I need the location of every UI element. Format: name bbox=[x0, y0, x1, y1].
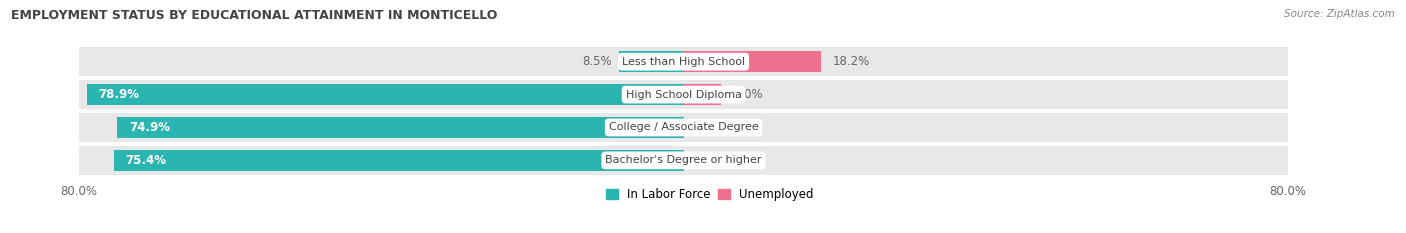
Text: 75.4%: 75.4% bbox=[125, 154, 166, 167]
Text: Bachelor's Degree or higher: Bachelor's Degree or higher bbox=[606, 155, 762, 165]
Text: High School Diploma: High School Diploma bbox=[626, 89, 741, 99]
Text: 0.0%: 0.0% bbox=[695, 154, 724, 167]
Text: 78.9%: 78.9% bbox=[98, 88, 139, 101]
Bar bbox=[619, 51, 683, 72]
Text: Less than High School: Less than High School bbox=[621, 57, 745, 67]
Bar bbox=[79, 146, 1288, 175]
Bar bbox=[683, 84, 721, 105]
Text: EMPLOYMENT STATUS BY EDUCATIONAL ATTAINMENT IN MONTICELLO: EMPLOYMENT STATUS BY EDUCATIONAL ATTAINM… bbox=[11, 9, 498, 22]
Text: College / Associate Degree: College / Associate Degree bbox=[609, 123, 758, 133]
Bar bbox=[683, 51, 821, 72]
Bar bbox=[79, 80, 1288, 109]
Text: 74.9%: 74.9% bbox=[129, 121, 170, 134]
Bar bbox=[79, 113, 1288, 142]
Text: 8.5%: 8.5% bbox=[582, 55, 612, 68]
Text: 18.2%: 18.2% bbox=[832, 55, 870, 68]
Bar bbox=[118, 117, 683, 138]
Text: 0.0%: 0.0% bbox=[695, 121, 724, 134]
Text: Source: ZipAtlas.com: Source: ZipAtlas.com bbox=[1284, 9, 1395, 19]
Bar bbox=[79, 47, 1288, 76]
Bar bbox=[87, 84, 683, 105]
Text: 5.0%: 5.0% bbox=[733, 88, 762, 101]
Legend: In Labor Force, Unemployed: In Labor Force, Unemployed bbox=[606, 188, 814, 201]
Bar bbox=[114, 150, 683, 171]
